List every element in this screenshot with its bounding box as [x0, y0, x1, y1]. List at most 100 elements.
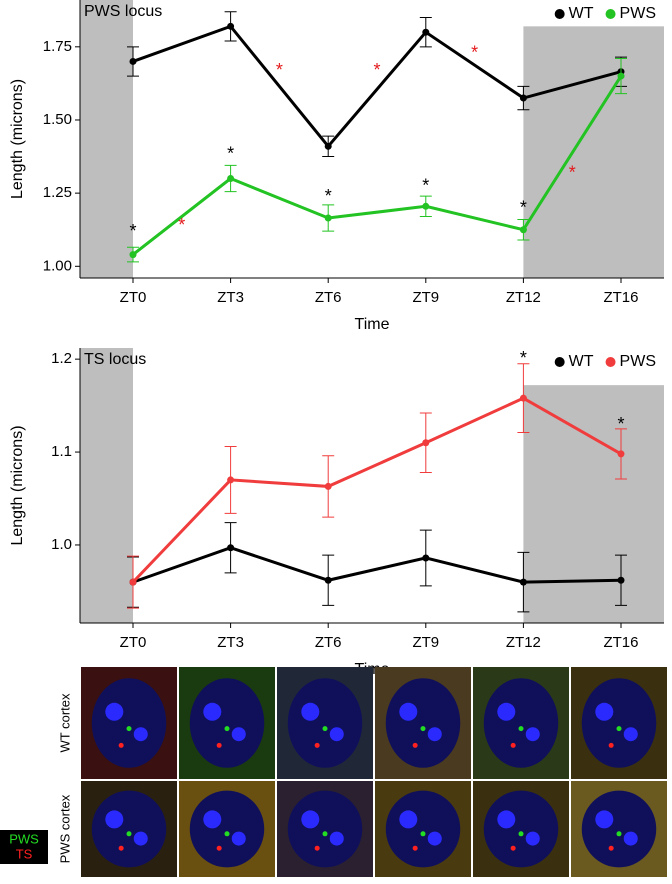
channel-label: TS	[16, 846, 33, 861]
x-tick-label: ZT0	[120, 634, 147, 651]
row-label: PWS cortex	[57, 794, 72, 863]
signal	[608, 845, 614, 851]
signal	[126, 831, 132, 837]
chromocenter	[329, 727, 344, 742]
nucleus	[189, 678, 265, 768]
significance-mark: *	[325, 186, 332, 206]
x-tick-label: ZT12	[506, 289, 541, 306]
nucleus	[385, 678, 461, 768]
signal	[510, 742, 516, 748]
chromocenter	[623, 831, 638, 846]
signal	[224, 726, 230, 732]
data-point	[129, 57, 137, 65]
signal	[608, 742, 614, 748]
data-point	[422, 202, 430, 210]
data-point	[519, 578, 527, 586]
y-tick-label: 1.50	[43, 111, 72, 128]
significance-mark: *	[471, 42, 478, 62]
data-point	[227, 175, 235, 183]
chromocenter	[399, 702, 418, 721]
nucleus	[287, 790, 363, 868]
shaded-region	[80, 348, 133, 623]
chromocenter	[231, 727, 246, 742]
signal	[510, 845, 516, 851]
chromocenter	[329, 831, 344, 846]
chromocenter	[105, 702, 124, 721]
significance-mark: *	[617, 414, 624, 434]
data-point	[227, 476, 235, 484]
chromocenter	[105, 810, 124, 829]
signal	[216, 742, 222, 748]
shaded-region	[523, 26, 664, 279]
chromocenter	[497, 702, 516, 721]
chromocenter	[301, 702, 320, 721]
x-tick-label: ZT16	[603, 289, 638, 306]
data-point	[519, 394, 527, 402]
signal	[216, 845, 222, 851]
shaded-region	[80, 0, 133, 278]
y-axis-label: Length (microns)	[9, 425, 26, 545]
signal	[412, 742, 418, 748]
signal	[412, 845, 418, 851]
channel-legend	[0, 830, 48, 864]
nucleus	[483, 678, 559, 768]
data-point	[519, 226, 527, 234]
signal	[616, 726, 622, 732]
data-point	[617, 576, 625, 584]
x-tick-label: ZT6	[315, 634, 342, 651]
nucleus	[581, 678, 657, 768]
chromocenter	[427, 727, 442, 742]
chromocenter	[525, 727, 540, 742]
nucleus	[483, 790, 559, 868]
x-tick-label: ZT12	[506, 634, 541, 651]
data-point	[617, 72, 625, 80]
signal	[314, 845, 320, 851]
data-point	[227, 544, 235, 552]
significance-mark: *	[178, 215, 185, 235]
y-tick-label: 1.2	[51, 350, 72, 367]
signal	[322, 831, 328, 837]
legend-label: PWS	[620, 353, 656, 370]
data-point	[519, 94, 527, 102]
significance-mark: *	[422, 176, 429, 196]
series-line	[131, 396, 622, 584]
chromocenter	[231, 831, 246, 846]
signal	[518, 831, 524, 837]
significance-mark: *	[373, 60, 380, 80]
significance-mark: *	[276, 60, 283, 80]
chart-title: TS locus	[84, 351, 146, 368]
x-tick-label: ZT3	[217, 289, 244, 306]
channel-label: PWS	[9, 831, 39, 846]
series-line	[132, 24, 622, 149]
data-point	[129, 251, 137, 259]
data-point	[422, 554, 430, 562]
signal	[118, 845, 124, 851]
significance-mark: *	[520, 198, 527, 218]
data-point	[324, 214, 332, 222]
signal	[322, 726, 328, 732]
data-point	[324, 142, 332, 150]
data-point	[129, 578, 137, 586]
x-axis-label: Time	[355, 316, 390, 333]
signal	[616, 831, 622, 837]
legend-label: WT	[569, 353, 594, 370]
data-point	[617, 450, 625, 458]
significance-mark: *	[227, 143, 234, 163]
nucleus	[91, 678, 167, 768]
nucleus	[189, 790, 265, 868]
chromocenter	[301, 810, 320, 829]
data-point	[324, 482, 332, 490]
signal	[126, 726, 132, 732]
legend-swatch	[554, 9, 565, 19]
chromocenter	[623, 727, 638, 742]
chromocenter	[427, 831, 442, 846]
data-point	[227, 22, 235, 30]
signal	[420, 831, 426, 837]
signal	[314, 742, 320, 748]
x-tick-label: ZT9	[412, 634, 439, 651]
signal	[518, 726, 524, 732]
y-tick-label: 1.25	[43, 184, 72, 201]
legend-label: WT	[569, 5, 594, 22]
legend-label: PWS	[620, 5, 656, 22]
